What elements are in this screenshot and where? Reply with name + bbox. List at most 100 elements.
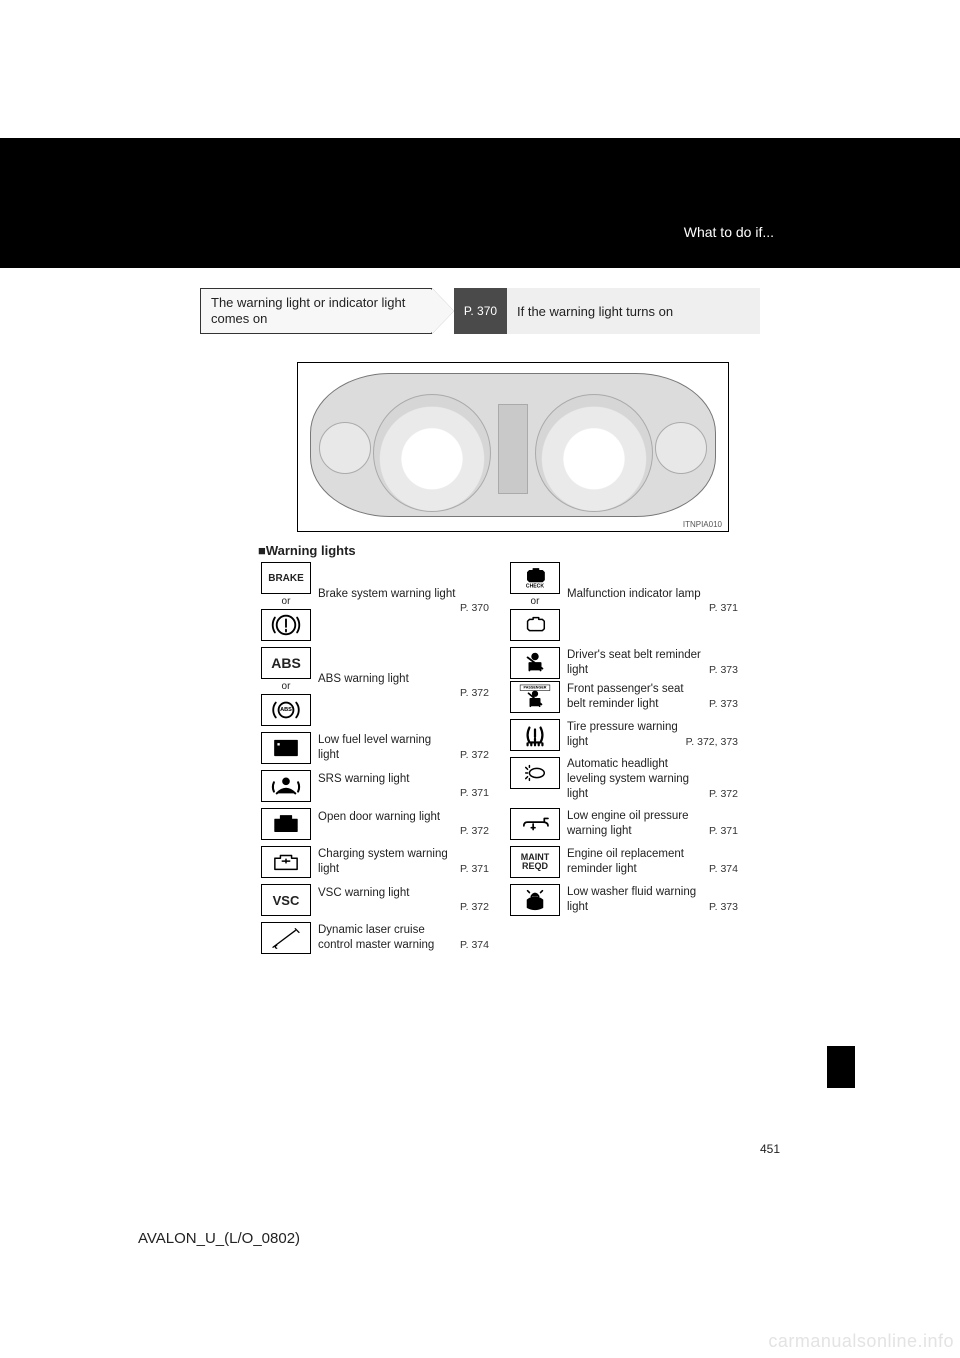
warning-icon: [261, 770, 311, 802]
warning-icon: MAINTREQD: [510, 846, 560, 878]
warning-label: Low engine oil pressure warning light: [567, 809, 703, 839]
page-ref: P. 374: [460, 939, 491, 953]
dashboard-cluster-icon: [310, 373, 716, 517]
svg-text:PASSENGER: PASSENGER: [524, 686, 547, 690]
manual-page: What to do if... The warning light or in…: [0, 0, 960, 1358]
warning-label: Automatic headlight leveling system warn…: [567, 757, 703, 802]
figure-code: ITNPIA010: [683, 520, 722, 529]
page-ref: P. 371: [709, 825, 740, 839]
icon-stack: MAINTREQD: [509, 846, 561, 878]
warning-label: Low fuel level warning light: [318, 733, 454, 763]
warning-icon: BRAKE: [261, 562, 311, 594]
warning-label: Low washer fluid warning light: [567, 885, 703, 915]
watermark: carmanualsonline.info: [768, 1331, 954, 1352]
lead-description: If the warning light turns on: [507, 288, 760, 334]
warning-icon: [261, 808, 311, 840]
warning-label: Dynamic laser cruise control master warn…: [318, 923, 454, 953]
page-ref: P. 371: [460, 863, 491, 877]
icon-stack: E: [260, 732, 312, 764]
warning-row: Driver's seat belt reminder light P. 373: [509, 647, 740, 679]
warning-row: Tire pressure warning light P. 372, 373: [509, 719, 740, 751]
warning-row: Low engine oil pressure warning light P. …: [509, 808, 740, 840]
warning-icon: [261, 846, 311, 878]
warning-label: SRS warning light: [318, 772, 491, 787]
warning-text: Dynamic laser cruise control master warn…: [312, 922, 491, 954]
warning-icon: [261, 922, 311, 954]
warning-text: Charging system warning light P. 371: [312, 846, 491, 878]
page-ref: P. 372: [709, 788, 740, 802]
warning-icon: [510, 808, 560, 840]
page-ref: P. 371: [709, 602, 740, 616]
page-ref: P. 373: [709, 901, 740, 915]
lead-page-ref: P. 370: [454, 288, 507, 334]
warning-label: Driver's seat belt reminder light: [567, 648, 703, 678]
icon-stack: [509, 808, 561, 840]
warning-row: Low washer fluid warning light P. 373: [509, 884, 740, 916]
icon-stack: [260, 846, 312, 878]
warning-label: Malfunction indicator lamp: [567, 587, 740, 602]
column-right: CHECKorMalfunction indicator lampP. 371D…: [509, 562, 740, 954]
warning-text: Open door warning lightP. 372: [312, 808, 491, 840]
warning-icon: E: [261, 732, 311, 764]
icon-stack: [509, 757, 561, 802]
icon-stack: [260, 770, 312, 802]
warning-icon: [510, 884, 560, 916]
warning-row: PASSENGER Front passenger's seat belt rem…: [509, 681, 740, 713]
warning-row: MAINTREQDEngine oil replacement reminder…: [509, 846, 740, 878]
warning-columns: BRAKEorBrake system warning lightP. 370A…: [260, 562, 740, 954]
page-ref: P. 372, 373: [686, 736, 740, 750]
warning-icon: [510, 647, 560, 679]
dashboard-figure: ITNPIA010: [297, 362, 729, 532]
warning-label: Front passenger's seat belt reminder lig…: [567, 682, 703, 712]
warning-label: Open door warning light: [318, 810, 491, 825]
warning-icon: [261, 609, 311, 641]
svg-text:CHECK: CHECK: [526, 583, 544, 589]
warning-icon: PASSENGER: [510, 681, 560, 713]
warning-label: Charging system warning light: [318, 847, 454, 877]
warning-label: Brake system warning light: [318, 587, 491, 602]
warning-text: Low engine oil pressure warning light P. …: [561, 808, 740, 840]
warning-text: VSC warning lightP. 372: [312, 884, 491, 916]
icon-stack: [509, 647, 561, 679]
warning-label: Tire pressure warning light: [567, 720, 680, 750]
document-id: AVALON_U_(L/O_0802): [138, 1230, 300, 1247]
warning-row: ABSorABSABS warning lightP. 372: [260, 647, 491, 726]
section-header: What to do if...: [684, 224, 774, 240]
svg-text:E: E: [290, 746, 297, 758]
icon-stack: [260, 808, 312, 840]
warning-icon: ABS: [261, 694, 311, 726]
warning-row: Dynamic laser cruise control master warn…: [260, 922, 491, 954]
header-band: [0, 138, 960, 268]
icon-stack: BRAKEor: [260, 562, 312, 641]
warning-row: Open door warning lightP. 372: [260, 808, 491, 840]
warning-icon: [510, 609, 560, 641]
warning-text: Low washer fluid warning light P. 373: [561, 884, 740, 916]
warning-text: Driver's seat belt reminder light P. 373: [561, 647, 740, 679]
page-ref: P. 373: [709, 664, 740, 678]
warning-row: E Low fuel level warning light P. 372: [260, 732, 491, 764]
or-text: or: [509, 596, 561, 607]
warning-row: SRS warning lightP. 371: [260, 770, 491, 802]
warning-row: VSCVSC warning lightP. 372: [260, 884, 491, 916]
icon-stack: [509, 719, 561, 751]
warning-label: ABS warning light: [318, 672, 491, 687]
icon-stack: VSC: [260, 884, 312, 916]
warning-icon: ABS: [261, 647, 311, 679]
warning-text: Tire pressure warning light P. 372, 373: [561, 719, 740, 751]
icon-stack: [509, 884, 561, 916]
warning-text: Front passenger's seat belt reminder lig…: [561, 681, 740, 713]
warning-icon: CHECK: [510, 562, 560, 594]
warning-text: ABS warning lightP. 372: [312, 647, 491, 726]
page-ref: P. 374: [709, 863, 740, 877]
warning-row: Automatic headlight leveling system warn…: [509, 757, 740, 802]
warning-text: Engine oil replacement reminder lightP. …: [561, 846, 740, 878]
icon-stack: ABSorABS: [260, 647, 312, 726]
warning-label: VSC warning light: [318, 886, 491, 901]
side-tab: [827, 1046, 855, 1088]
warning-icon: VSC: [261, 884, 311, 916]
page-number: 451: [760, 1142, 780, 1156]
warning-row: BRAKEorBrake system warning lightP. 370: [260, 562, 491, 641]
page-ref: P. 372: [460, 749, 491, 763]
warning-text: Low fuel level warning light P. 372: [312, 732, 491, 764]
warning-icon: [510, 719, 560, 751]
